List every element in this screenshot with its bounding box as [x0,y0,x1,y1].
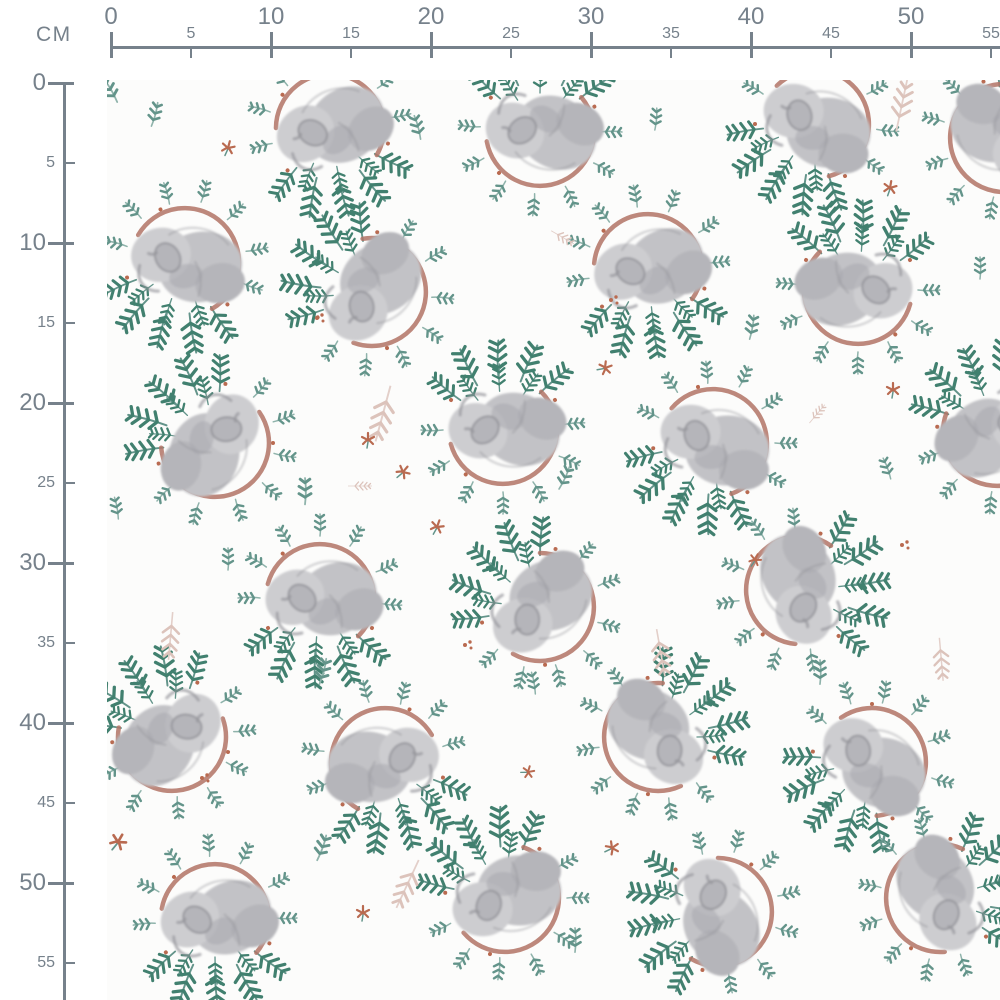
ruler-unit-label: CM [36,23,72,46]
fabric-background [107,80,1000,1000]
